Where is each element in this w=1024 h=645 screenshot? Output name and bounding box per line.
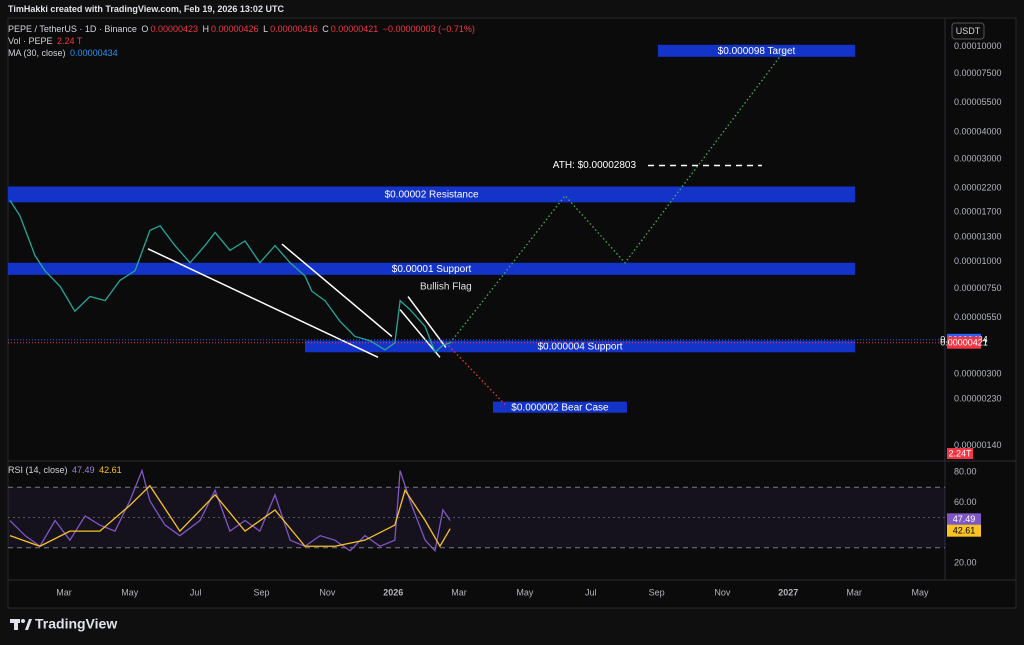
y-tick-label: 0.00000140 (954, 440, 1002, 450)
h-label: H (202, 24, 210, 34)
ath-label: ATH: $0.00002803 (553, 160, 637, 171)
y-tick-label: 0.00000750 (954, 283, 1002, 293)
annotation: Bullish Flag (420, 282, 472, 293)
x-tick-label: Mar (846, 587, 862, 597)
zone (657, 44, 856, 57)
credit: TimHakki created with TradingView.com, F… (8, 4, 284, 14)
currency-box[interactable] (951, 22, 985, 40)
c: 0.00000421 (330, 24, 379, 34)
l: 0.00000416 (270, 24, 318, 34)
legend-ma: MA (30, close) 0.00000434 (8, 48, 120, 58)
rsi-marker-label: 47.49 (953, 514, 976, 524)
y-tick-label: 0.00000550 (954, 312, 1002, 322)
rsi-ma: 42.61 (99, 465, 122, 475)
vol: 2.24 T (57, 36, 83, 46)
x-tick-label: May (121, 587, 139, 597)
zone (8, 186, 856, 203)
o: 0.00000423 (150, 24, 198, 34)
y-tick-label: 0.00001700 (954, 207, 1002, 217)
x-tick-label: Jul (585, 587, 597, 597)
legend-main: PEPE / TetherUS · 1D · Binance O 0.000004… (8, 24, 477, 34)
x-tick-label: May (911, 587, 929, 597)
rsi-marker (947, 513, 981, 526)
chart-frame (7, 17, 1017, 609)
rsi: 47.49 (72, 465, 95, 475)
volume-marker-label: 2.24T (948, 448, 972, 458)
series-line (9, 484, 451, 548)
y-tick-label: 0.00004000 (954, 127, 1002, 137)
trendline (407, 296, 447, 348)
trendline (281, 243, 393, 338)
o-label: O (141, 24, 149, 34)
volume-marker (947, 448, 973, 459)
zone-label: $0.000004 Support (538, 342, 623, 353)
x-tick-label: Nov (714, 587, 731, 597)
c-label: C (322, 24, 329, 34)
series-line (9, 200, 451, 354)
rsi-tick-label: 60.00 (954, 497, 977, 507)
plot: $0.00002 Resistance $0.00001 Support $0.00… (8, 41, 1002, 597)
brand: TradingView (35, 616, 117, 632)
zone-label: $0.00002 Resistance (385, 190, 479, 201)
logo (10, 619, 32, 630)
legend-rsi: RSI (14, close) 47.49 42.61 (8, 465, 124, 475)
legend-vol: Vol · PEPE 2.24 T (8, 36, 84, 46)
price-marker (947, 336, 981, 349)
zone (8, 262, 856, 275)
y-tick-label: 0.00005500 (954, 97, 1002, 107)
rsi-marker (947, 524, 981, 537)
zone-label: $0.000002 Bear Case (511, 402, 609, 413)
y-tick-label: 0.00003000 (954, 154, 1002, 164)
zone (492, 401, 627, 413)
y-tick-label: 0.00001000 (954, 256, 1002, 266)
h: 0.00000426 (211, 24, 259, 34)
rsi-tick-label: 20.00 (954, 557, 977, 567)
ma: 0.00000434 (70, 48, 118, 58)
vol-label: Vol · PEPE (8, 36, 53, 46)
x-tick-label: 2027 (778, 587, 798, 597)
projection (449, 49, 786, 344)
rsi-marker-label: 42.61 (953, 526, 976, 536)
x-tick-label: Mar (56, 587, 72, 597)
symbol: PEPE / TetherUS · 1D · Binance (8, 24, 137, 34)
change: −0.00000003 (−0.71%) (382, 24, 475, 34)
y-tick-label: 0.00010000 (954, 41, 1002, 51)
y-tick-label: 0.00000230 (954, 394, 1002, 404)
price-marker-label: 0.00000421 (940, 338, 988, 348)
rsi-label: RSI (14, close) (8, 465, 68, 475)
x-tick-label: May (516, 587, 534, 597)
l-label: L (263, 24, 269, 34)
y-tick-label: 0.00000300 (954, 369, 1002, 379)
x-tick-label: Jul (190, 587, 202, 597)
trendline (147, 248, 379, 359)
zone-label: $0.000098 Target (718, 46, 796, 57)
zone (304, 340, 856, 353)
zone-label: $0.00001 Support (392, 264, 472, 275)
x-tick-label: Sep (254, 587, 270, 597)
ma-label: MA (30, close) (8, 48, 66, 58)
y-tick-label: 0.00001300 (954, 232, 1002, 242)
x-tick-label: Mar (451, 587, 467, 597)
rsi-tick-label: 80.00 (954, 467, 977, 477)
series-line (9, 468, 451, 553)
y-tick-label: 0.00002200 (954, 183, 1002, 193)
currency: USDT (956, 26, 981, 36)
x-tick-label: 2026 (383, 587, 403, 597)
x-tick-label: Sep (649, 587, 665, 597)
y-tick-label: 0.00007500 (954, 68, 1002, 78)
x-tick-label: Nov (319, 587, 336, 597)
